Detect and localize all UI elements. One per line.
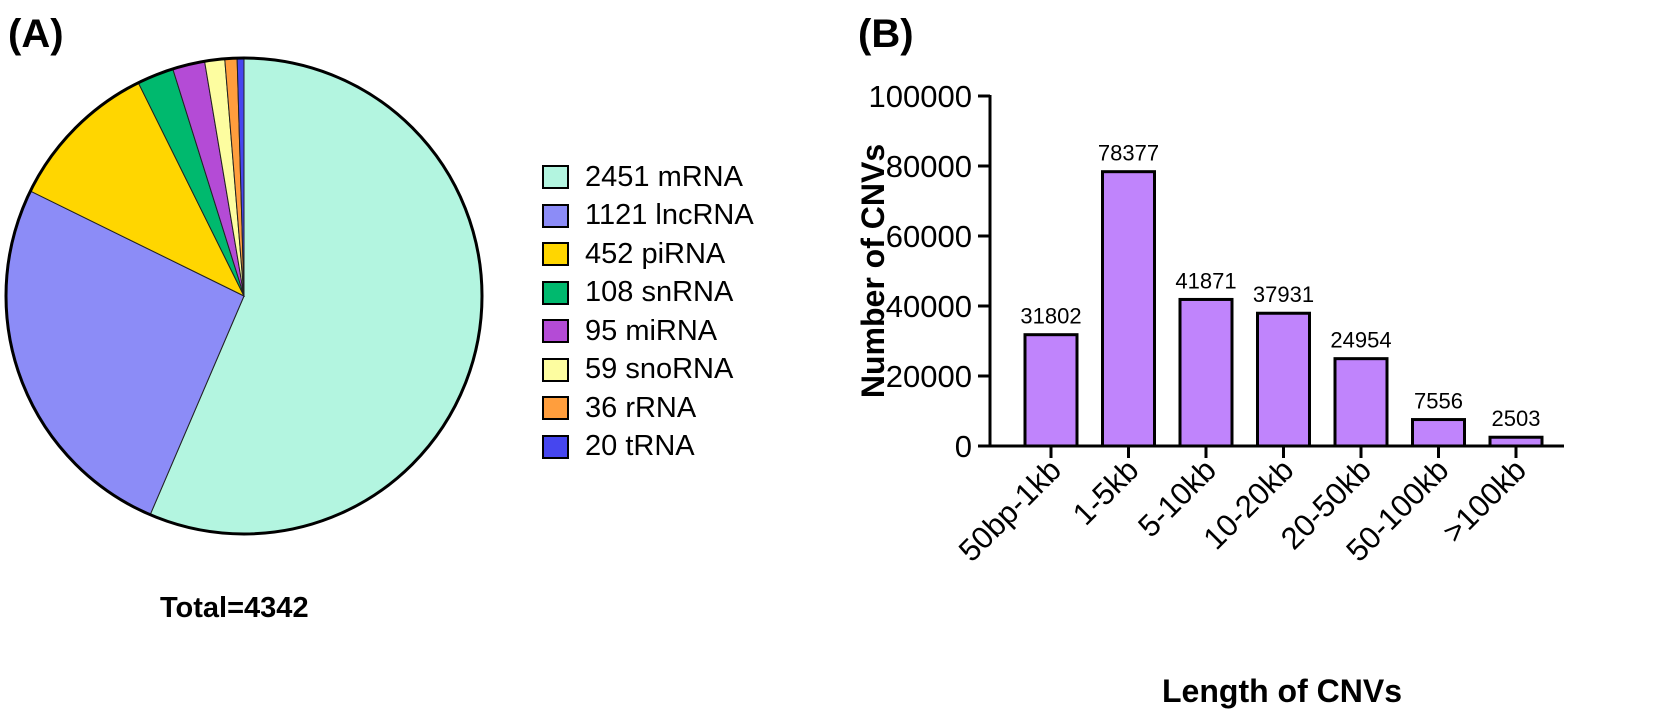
y-tick-label: 60000 — [886, 219, 972, 254]
legend-swatch — [542, 434, 569, 459]
pie-chart — [4, 56, 484, 536]
bar-chart: 0 20000 40000 60000 80000 100000 31802 50bp-1kb… — [855, 79, 1564, 709]
legend-item: 2451 mRNA — [542, 158, 754, 197]
pie-outline — [4, 56, 484, 536]
bar-data-label: 7556 — [1414, 389, 1463, 414]
legend-item: 95 miRNA — [542, 312, 754, 351]
bar-5 — [1411, 418, 1466, 448]
legend-swatch — [542, 319, 569, 344]
legend-label: 452 piRNA — [585, 237, 726, 270]
y-tick-label: 100000 — [869, 79, 972, 114]
bar-data-label: 41871 — [1175, 268, 1236, 293]
legend-item: 452 piRNA — [542, 235, 754, 274]
legend-item: 108 snRNA — [542, 274, 754, 313]
bar-1 — [1101, 170, 1156, 448]
pie-legend: 2451 mRNA 1121 lncRNA 452 piRNA 108 snRNA 95… — [542, 158, 754, 466]
bar-data-label: 2503 — [1492, 406, 1541, 431]
legend-swatch — [542, 203, 569, 228]
legend-label: 1121 lncRNA — [585, 199, 754, 232]
x-tick-label: 50bp-1kb — [952, 452, 1068, 568]
legend-swatch — [542, 396, 569, 421]
x-axis-title: Length of CNVs — [1162, 673, 1402, 709]
x-tick-label: >100kb — [1436, 452, 1533, 549]
bar-6 — [1488, 435, 1544, 448]
y-axis-title: Number of CNVs — [855, 144, 891, 398]
pie-total-label: Total=4342 — [160, 592, 309, 624]
y-tick-label: 20000 — [886, 359, 972, 394]
legend-label: 108 snRNA — [585, 276, 734, 309]
legend-label: 95 miRNA — [585, 314, 718, 347]
y-tick-label: 40000 — [886, 289, 972, 324]
y-tick-label: 0 — [955, 429, 972, 464]
legend-item: 1121 lncRNA — [542, 197, 754, 236]
bar-data-label: 37931 — [1253, 282, 1314, 307]
legend-item: 20 tRNA — [542, 428, 754, 467]
bar-data-label: 78377 — [1098, 141, 1159, 166]
legend-swatch — [542, 357, 569, 382]
legend-label: 20 tRNA — [585, 430, 695, 463]
legend-item: 59 snoRNA — [542, 351, 754, 390]
bar-data-label: 31802 — [1020, 304, 1081, 329]
legend-label: 36 rRNA — [585, 391, 697, 424]
panel-a-label: (A) — [8, 12, 64, 56]
legend-swatch — [542, 165, 569, 190]
panel-b-label: (B) — [858, 12, 914, 56]
legend-label: 2451 mRNA — [585, 160, 743, 193]
bar-3 — [1256, 311, 1311, 448]
y-tick-label: 80000 — [886, 149, 972, 184]
bar-0 — [1023, 333, 1079, 448]
bar-2 — [1178, 297, 1234, 448]
legend-item: 36 rRNA — [542, 389, 754, 428]
bar-4 — [1333, 357, 1389, 448]
legend-swatch — [542, 280, 569, 305]
legend-swatch — [542, 242, 569, 267]
legend-label: 59 snoRNA — [585, 353, 734, 386]
bar-data-label: 24954 — [1330, 328, 1391, 353]
